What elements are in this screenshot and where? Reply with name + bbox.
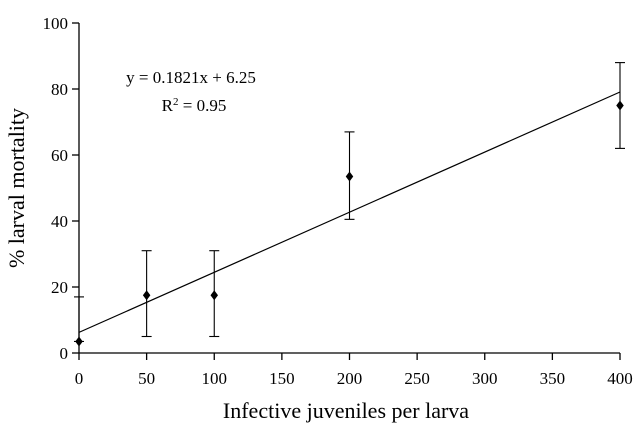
r-squared-prefix: R bbox=[162, 96, 174, 115]
y-tick-label: 80 bbox=[51, 80, 68, 99]
x-tick-label: 400 bbox=[607, 369, 633, 388]
error-bars bbox=[74, 62, 625, 343]
data-point bbox=[75, 336, 83, 347]
r-squared-value: = 0.95 bbox=[179, 96, 227, 115]
y-tick-label: 60 bbox=[51, 146, 68, 165]
x-tick-label: 0 bbox=[75, 369, 84, 388]
x-tick-label: 200 bbox=[337, 369, 363, 388]
y-tick-label: 40 bbox=[51, 212, 68, 231]
data-points bbox=[75, 100, 624, 347]
x-tick-label: 250 bbox=[404, 369, 430, 388]
x-tick-label: 150 bbox=[269, 369, 295, 388]
y-tick-label: 0 bbox=[60, 344, 69, 363]
data-point bbox=[142, 290, 151, 301]
r-squared-exponent: 2 bbox=[173, 96, 179, 108]
data-point bbox=[616, 100, 624, 111]
data-point bbox=[210, 290, 218, 301]
y-axis-label: % larval mortality bbox=[4, 108, 29, 268]
error-bar bbox=[74, 296, 84, 343]
regression-equation: y = 0.1821x + 6.25 bbox=[126, 68, 256, 87]
y-axis: 0 20 40 60 80 100 bbox=[43, 14, 80, 363]
x-tick-label: 100 bbox=[202, 369, 228, 388]
x-axis-label: Infective juveniles per larva bbox=[223, 398, 469, 423]
y-tick-label: 20 bbox=[51, 278, 68, 297]
x-tick-label: 350 bbox=[540, 369, 566, 388]
x-axis: 0 50 100 150 200 250 300 350 400 bbox=[75, 352, 633, 388]
r-squared-label: R2 = 0.95 bbox=[162, 96, 227, 115]
x-tick-label: 300 bbox=[472, 369, 498, 388]
x-tick-label: 50 bbox=[138, 369, 155, 388]
data-point bbox=[345, 171, 354, 182]
y-tick-label: 100 bbox=[43, 14, 69, 33]
